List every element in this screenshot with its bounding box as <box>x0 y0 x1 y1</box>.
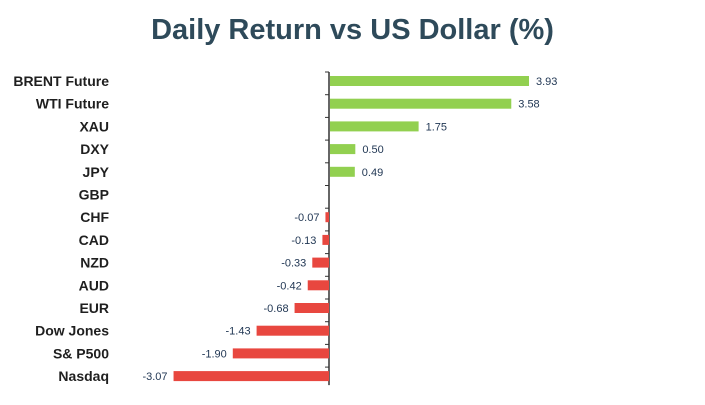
category-label: AUD <box>79 277 109 293</box>
bar <box>307 280 329 291</box>
chart-title: Daily Return vs US Dollar (%) <box>151 14 554 46</box>
bar <box>256 325 329 336</box>
value-label: -1.43 <box>226 326 251 338</box>
value-label: -1.90 <box>202 348 227 360</box>
category-label: DXY <box>80 141 109 157</box>
value-label: -3.07 <box>142 371 167 383</box>
category-label: S& P500 <box>53 345 109 361</box>
value-label: -0.07 <box>294 212 319 224</box>
category-label: WTI Future <box>36 96 109 112</box>
category-label: GBP <box>79 187 109 203</box>
category-label: EUR <box>79 300 109 316</box>
bar <box>294 303 329 313</box>
category-label: JPY <box>83 164 110 180</box>
bar <box>330 121 419 132</box>
category-label: BRENT Future <box>13 73 109 89</box>
value-label: 0.50 <box>362 144 383 156</box>
category-label: CAD <box>79 232 109 248</box>
category-label: XAU <box>79 118 109 134</box>
bar <box>330 166 355 177</box>
bar <box>312 257 329 268</box>
value-label: 1.75 <box>426 121 447 133</box>
bar <box>232 348 329 359</box>
value-label: -0.33 <box>281 258 306 270</box>
value-label: 0.49 <box>362 167 383 179</box>
bar <box>330 98 512 109</box>
category-label: NZD <box>80 255 109 271</box>
category-label: CHF <box>80 209 109 225</box>
value-label: 3.58 <box>518 99 539 111</box>
value-label: 3.93 <box>536 76 557 88</box>
value-label: -0.68 <box>263 303 288 315</box>
bar <box>325 212 329 223</box>
category-label: Nasdaq <box>58 368 109 384</box>
bar <box>173 371 329 382</box>
bar <box>322 234 329 245</box>
value-label: -0.13 <box>291 235 316 247</box>
bar <box>330 144 356 155</box>
value-label: -0.42 <box>277 280 302 292</box>
category-label: Dow Jones <box>35 323 109 339</box>
bar <box>330 76 529 86</box>
